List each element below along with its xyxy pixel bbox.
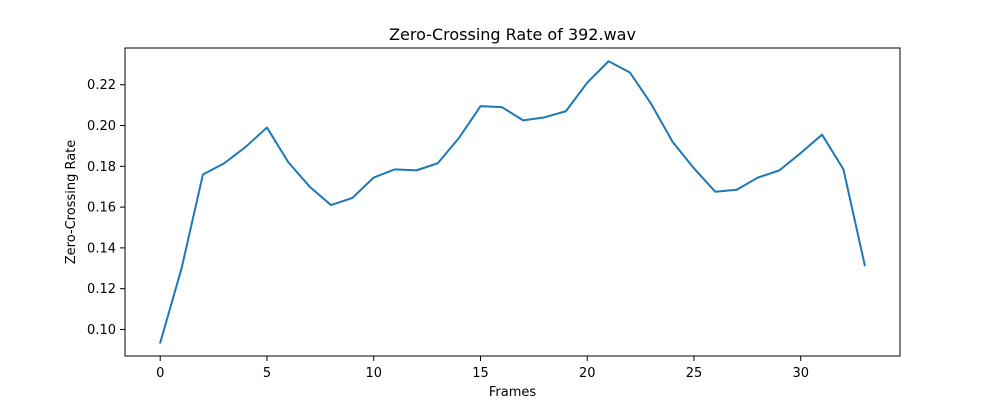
- x-tick-label: 0: [156, 366, 164, 381]
- y-tick-label: 0.22: [87, 78, 116, 93]
- y-axis: 0.10 0.12 0.14 0.16 0.18 0.20 0.22: [87, 78, 125, 338]
- plot-frame: [124, 47, 901, 357]
- y-tick-label: 0.10: [87, 323, 116, 338]
- x-tick-label: 15: [472, 366, 489, 381]
- x-tick-label: 5: [263, 366, 271, 381]
- y-axis-label: Zero-Crossing Rate: [64, 140, 79, 265]
- plot-series: [159, 60, 866, 344]
- chart-title: Zero-Crossing Rate of 392.wav: [389, 25, 636, 44]
- x-axis-label: Frames: [489, 385, 537, 400]
- x-tick-label: 20: [579, 366, 596, 381]
- x-axis: 0 5 10 15 20 25 30: [156, 356, 809, 381]
- zcr-series-line: [159, 60, 866, 344]
- y-tick-label: 0.16: [87, 201, 116, 216]
- y-tick-label: 0.12: [87, 282, 116, 297]
- y-tick-label: 0.18: [87, 160, 116, 175]
- x-tick-label: 30: [792, 366, 809, 381]
- y-tick-label: 0.14: [87, 241, 116, 256]
- x-tick-label: 10: [365, 366, 382, 381]
- x-tick-label: 25: [686, 366, 703, 381]
- y-tick-label: 0.20: [87, 119, 116, 134]
